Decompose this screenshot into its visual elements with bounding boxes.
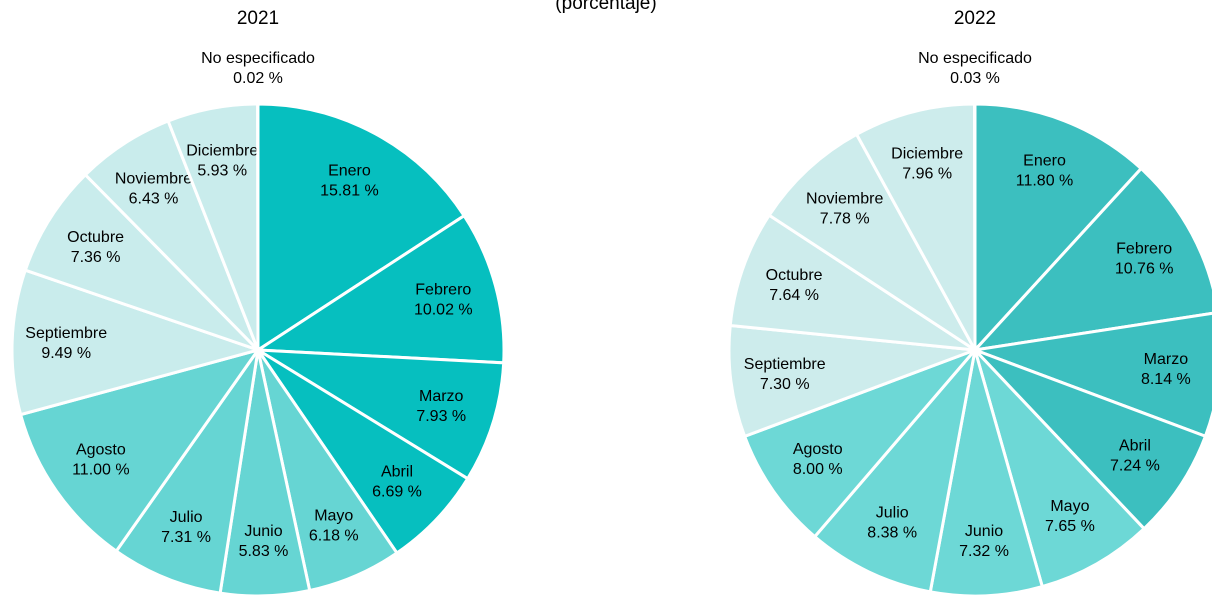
slice-value-label: 7.36 % (71, 249, 121, 266)
pie-slice (23, 172, 260, 352)
pie-slice (728, 213, 976, 352)
slice-label: Septiembre (25, 325, 107, 342)
pie-slice (973, 348, 1208, 531)
pie-slice (253, 213, 506, 365)
pie-slice (973, 348, 1147, 589)
pie-slice (727, 323, 976, 439)
slice-label: Junio (965, 523, 1003, 540)
slice-value-label: 7.96 % (902, 165, 952, 182)
pie-slice (854, 102, 977, 351)
slice-label: Abril (381, 463, 413, 480)
slice-value-label: 10.76 % (1115, 261, 1174, 278)
pie-slice (928, 349, 1045, 598)
slice-label: Octubre (766, 267, 823, 284)
slice-value-label: 7.30 % (760, 376, 810, 393)
slice-label: Junio (244, 523, 282, 540)
subtitle: (porcentaje) (555, 0, 656, 14)
slice-value-label: 5.83 % (239, 543, 289, 560)
slice-value-label: 9.49 % (41, 345, 91, 362)
slice-value-label: 7.78 % (820, 210, 870, 227)
slice-label: Noviembre (806, 190, 883, 207)
slice-value-label: 7.64 % (769, 287, 819, 304)
slice-value-label: 7.32 % (959, 543, 1009, 560)
pie-slice (742, 348, 977, 539)
pie-title: 2021 (237, 8, 279, 29)
pie-slice (114, 349, 260, 595)
slice-label: Julio (170, 509, 203, 526)
slice-value-label: 11.00 % (72, 461, 130, 478)
pie-slice (767, 132, 977, 352)
slice-label: Febrero (415, 281, 471, 298)
slice-label: Febrero (1116, 241, 1172, 258)
slice-value-label: 10.02 % (414, 301, 473, 318)
slice-label: Abril (1119, 437, 1151, 454)
pie-slice (973, 102, 1144, 354)
slice-value-label: 7.65 % (1045, 518, 1095, 535)
slice-label: Mayo (314, 508, 353, 525)
slice-value-label: 7.31 % (161, 529, 211, 546)
pie-title: 2022 (954, 8, 996, 29)
slice-label: Enero (328, 163, 371, 180)
slice-label: Octubre (67, 229, 124, 246)
slice-value-label: 5.93 % (197, 163, 247, 180)
slice-label: Diciembre (891, 145, 963, 162)
pie-slice (971, 166, 1212, 353)
slice-label: Septiembre (744, 356, 826, 373)
slice-label: No especificado (201, 50, 315, 67)
slice-label: Noviembre (115, 170, 192, 187)
slice-value-label: 6.18 % (309, 528, 359, 545)
slice-value-label: 7.93 % (416, 408, 466, 425)
slice-value-label: 8.38 % (867, 524, 917, 541)
slice-label: Marzo (1144, 351, 1189, 368)
slice-label: Marzo (419, 388, 464, 405)
slice-value-label: 8.14 % (1141, 371, 1191, 388)
pie-slice (257, 348, 506, 481)
slice-value-label: 6.43 % (129, 190, 179, 207)
slice-value-label: 7.24 % (1110, 457, 1160, 474)
slice-label: Julio (876, 504, 909, 521)
slice-label: Mayo (1050, 498, 1089, 515)
pie-slice (969, 311, 1212, 439)
slice-label: Enero (1023, 152, 1066, 169)
slice-label: Agosto (793, 441, 843, 458)
slice-value-label: 0.02 % (233, 70, 283, 87)
slice-value-label: 15.81 % (320, 183, 379, 200)
slice-label: Diciembre (186, 143, 258, 160)
pie-slice (18, 347, 262, 554)
slice-value-label: 8.00 % (793, 461, 843, 478)
slice-value-label: 11.80 % (1016, 172, 1074, 189)
slice-value-label: 6.69 % (372, 483, 422, 500)
slice-value-label: 0.03 % (950, 70, 1000, 87)
slice-label: Agosto (76, 441, 126, 458)
pie-slice (256, 102, 467, 353)
pie-slice (10, 268, 264, 417)
slice-label: No especificado (918, 50, 1032, 67)
pie-slice (812, 344, 978, 594)
